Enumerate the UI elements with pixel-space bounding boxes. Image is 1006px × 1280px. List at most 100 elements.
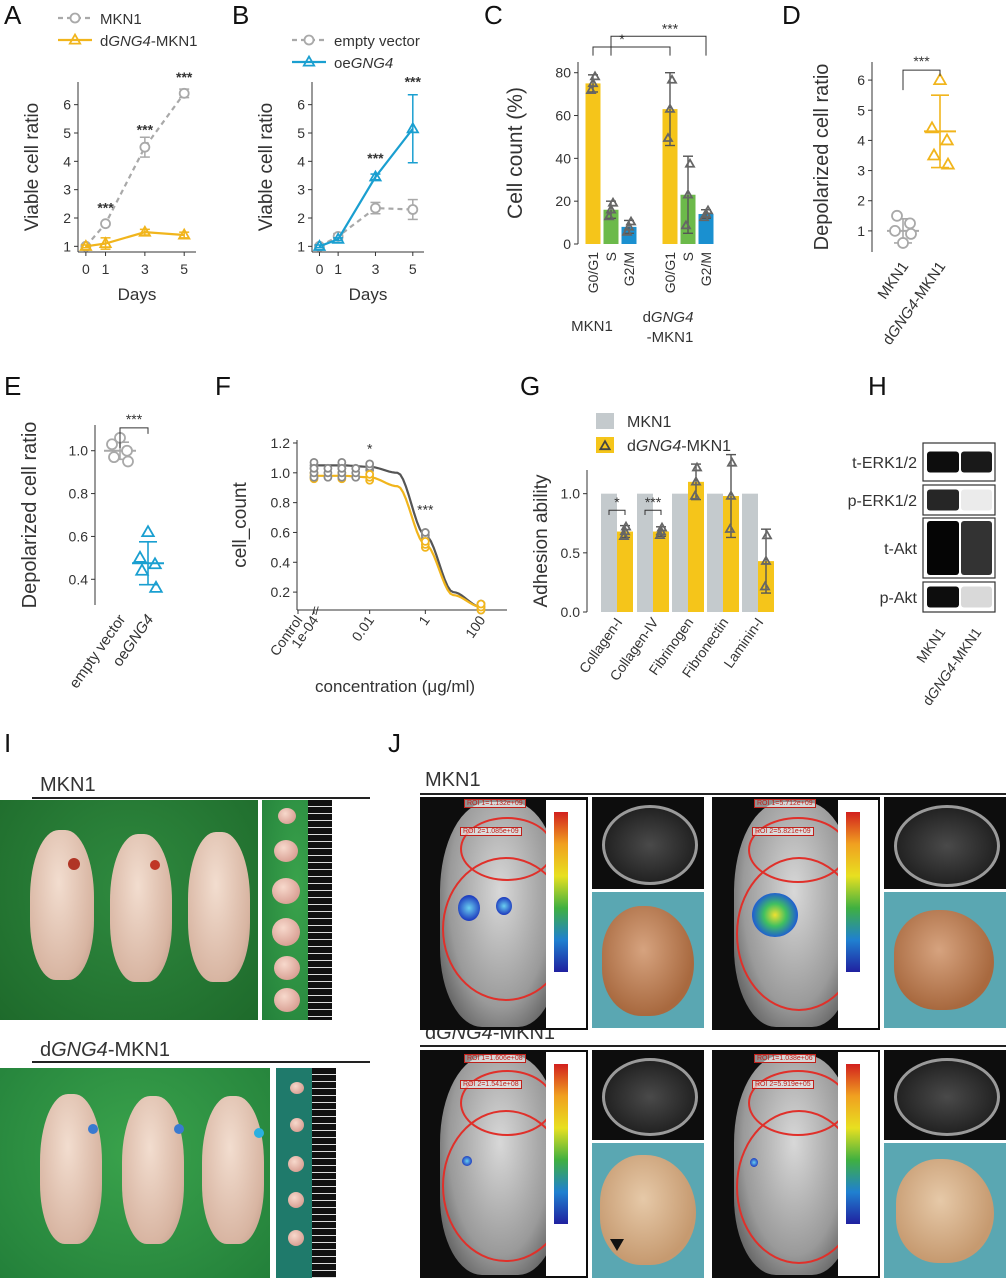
data-point (139, 141, 151, 153)
mri-slice (602, 1058, 698, 1136)
mri-image-1 (592, 797, 704, 889)
data-point (891, 209, 903, 222)
replicate-point (684, 157, 696, 168)
tumor-nodule (274, 988, 300, 1012)
scale-bar-box (546, 800, 586, 1028)
mouse-3 (202, 1096, 264, 1244)
blot-band (927, 586, 959, 608)
significance-bracket (902, 69, 941, 91)
significance-bracket (610, 35, 707, 56)
mice-photo-dgng4 (0, 1068, 270, 1278)
significance-marker: *** (176, 69, 193, 85)
mri-image-2 (884, 797, 1006, 889)
color-scale (554, 812, 568, 972)
color-scale (846, 1064, 860, 1224)
liver-photo-3 (592, 1143, 704, 1278)
data-point (406, 121, 420, 134)
series-line (85, 92, 186, 248)
data-point (370, 202, 381, 214)
section-title-mkn1: MKN1 (425, 769, 481, 791)
scale-bar-box (546, 1052, 586, 1276)
tumor-nodule (288, 1230, 304, 1246)
replicate-point (618, 530, 630, 540)
title-rule-j2 (420, 1045, 1006, 1047)
panel-label-e: E (4, 371, 21, 401)
data-point (106, 438, 118, 451)
data-point (309, 463, 319, 473)
replicate-point (691, 461, 703, 472)
bar-mkn1 (601, 493, 617, 612)
x-axis-title: concentration (μg/ml) (315, 677, 475, 696)
ear-mark (68, 858, 80, 870)
mouse-2 (122, 1096, 184, 1244)
group-label: MKN1 (571, 318, 613, 335)
x-tick-label: 3 (141, 261, 149, 277)
section-title-dgng4: dGNG4-MKN1 (40, 1039, 170, 1061)
bar-mkn1 (742, 493, 758, 612)
y-tick-label: 1 (63, 238, 71, 254)
legend-label: dGNG4-MKN1 (627, 438, 731, 455)
legend-label: empty vector (334, 33, 420, 50)
replicate-point (761, 529, 773, 540)
replicate-point (680, 219, 692, 230)
data-point (351, 463, 361, 473)
blot-row-label: t-ERK1/2 (852, 455, 917, 472)
blot-band (961, 451, 992, 473)
ruler (308, 800, 332, 1020)
legend-label: oeGNG4 (334, 55, 393, 72)
roi-label: ROI 2=1.541e+08 (460, 1080, 522, 1089)
roi-label: ROI 2=5.919e+05 (752, 1080, 814, 1089)
y-tick-label: 60 (555, 108, 571, 124)
data-point (924, 120, 940, 134)
tumor-photo-dgng4 (276, 1068, 336, 1278)
replicate-point (589, 70, 601, 81)
tumor-photo-mkn1 (262, 800, 332, 1020)
y-tick-label: 80 (555, 65, 571, 81)
data-point (904, 217, 916, 230)
chart-b: 1 2 3 4 5 6 0 1 3 5 Days Viable cell ratio empty vec… (256, 33, 424, 304)
y-axis-title: Cell count (%) (504, 87, 527, 219)
y-tick-label: 0.6 (69, 528, 89, 544)
replicate-point (664, 103, 676, 113)
replicate-point (666, 73, 678, 84)
arrowhead-icon (610, 1239, 624, 1251)
mri-slice (894, 805, 1000, 887)
y-tick-label: 1 (297, 238, 305, 254)
mice-photo-mkn1 (0, 800, 258, 1020)
significance-marker: * (614, 494, 620, 510)
y-tick-label: 0.5 (561, 545, 581, 561)
data-point (148, 580, 164, 593)
bar (662, 109, 678, 244)
replicate-point (620, 520, 632, 531)
liver-specimen (894, 910, 994, 1010)
significance-marker: *** (913, 53, 930, 69)
legend-marker (303, 34, 315, 46)
x-tick-label: S (603, 252, 619, 261)
panel-label-g: G (520, 371, 540, 401)
signal-spot (496, 897, 512, 915)
x-tick-label: 100 (462, 612, 489, 640)
replicate-point (724, 523, 736, 533)
panel-label-d: D (782, 0, 801, 30)
data-point (134, 562, 150, 576)
bar-dgng4 (653, 531, 669, 612)
data-point (79, 239, 93, 251)
group-label-line2: -MKN1 (647, 329, 694, 346)
data-point (140, 524, 156, 538)
ear-mark (88, 1124, 98, 1134)
y-tick-label: 0.8 (271, 495, 291, 511)
significance-bracket (592, 46, 671, 56)
roi-label: ROI 2=1.085e+09 (460, 827, 522, 836)
mri-image-3 (592, 1050, 704, 1140)
data-point (331, 232, 345, 244)
panel-label-i: I (4, 728, 11, 758)
y-tick-label: 0.0 (561, 604, 581, 620)
y-axis-title: cell_count (230, 482, 251, 568)
replicate-point (585, 84, 597, 94)
roi-label: ROI 1=5.712e+09 (754, 799, 816, 808)
data-point (420, 537, 430, 546)
significance-marker: *** (645, 494, 662, 510)
bar-dgng4 (688, 481, 704, 612)
